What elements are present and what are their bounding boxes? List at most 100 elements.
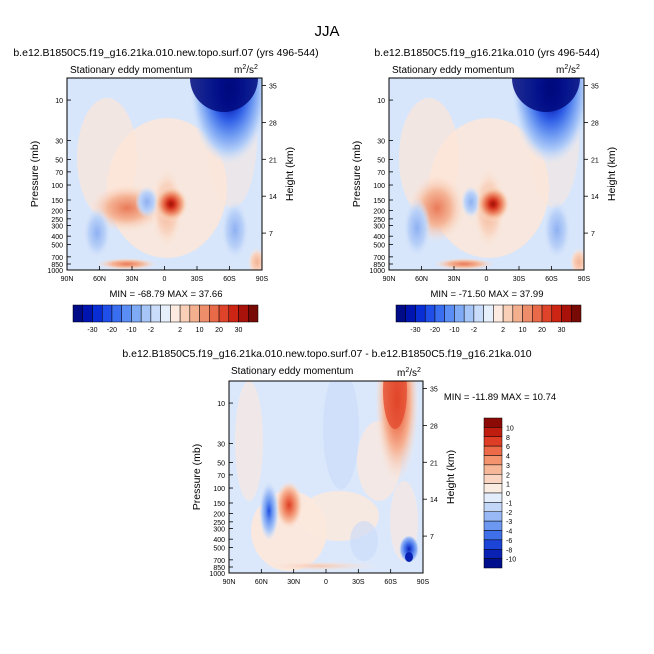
colorbar-label: 3: [506, 463, 510, 470]
y-tick-label: 50: [55, 157, 63, 164]
colorbar-swatch: [541, 304, 553, 323]
colorbar-swatch: [454, 304, 465, 323]
colorbar-label: 10: [506, 425, 514, 432]
colorbar-label: -20: [430, 327, 440, 334]
x-tick-label: 60N: [93, 276, 106, 283]
panel-1-units: m2/s2: [234, 64, 258, 76]
colorbar-swatch: [140, 304, 152, 323]
colorbar-swatch: [561, 304, 572, 323]
colorbar-label: -4: [506, 529, 512, 536]
colorbar-swatch: [483, 492, 503, 503]
colorbar-swatch: [92, 304, 103, 323]
y-right-tick-label: 28: [591, 120, 599, 127]
colorbar-swatch: [209, 304, 220, 323]
colorbar-swatch: [199, 304, 210, 323]
colorbar-swatch: [131, 304, 142, 323]
panel-1-title: b.e12.B1850C5.f19_g16.21ka.010.new.topo.…: [13, 47, 318, 59]
x-tick-label: 30S: [513, 276, 526, 283]
colorbar-swatch: [72, 304, 83, 323]
colorbar-label: 30: [558, 327, 566, 334]
y-right-tick-label: 7: [269, 231, 273, 238]
x-tick-label: 90N: [223, 579, 236, 586]
colorbar-label: 4: [506, 454, 510, 461]
y-right-tick-label: 35: [591, 83, 599, 90]
colorbar-swatch: [483, 530, 503, 541]
colorbar-swatch: [571, 304, 582, 323]
colorbar-swatch: [434, 304, 445, 323]
colorbar-swatch: [483, 474, 503, 484]
y-tick-label: 850: [213, 565, 225, 572]
colorbar-label: 2: [506, 472, 510, 479]
y-tick-label: 850: [51, 262, 63, 269]
y-tick-label: 500: [213, 545, 225, 552]
colorbar-label: 6: [506, 444, 510, 451]
y-tick-label: 700: [51, 255, 63, 262]
colorbar-label: -2: [506, 510, 512, 517]
x-tick-label: 90N: [61, 276, 74, 283]
colorbar-swatch: [502, 304, 514, 323]
colorbar-label: -2: [148, 327, 154, 334]
colorbar-swatch: [483, 558, 503, 569]
panel-3-field: [229, 381, 423, 573]
y-tick-label: 10: [55, 98, 63, 105]
y-tick-label: 300: [373, 224, 385, 231]
colorbar-label: -3: [506, 519, 512, 526]
y-tick-label: 30: [217, 442, 225, 449]
colorbar-swatch: [248, 304, 259, 323]
x-tick-label: 0: [163, 276, 167, 283]
y-tick-label: 100: [373, 183, 385, 190]
colorbar-swatch: [189, 304, 200, 323]
y-tick-label: 1000: [369, 268, 385, 275]
colorbar-swatch: [405, 304, 416, 323]
y-tick-label: 200: [213, 512, 225, 519]
colorbar-label: 20: [538, 327, 546, 334]
y-tick-label: 200: [373, 209, 385, 216]
colorbar-swatch: [551, 304, 562, 323]
y-right-tick-label: 35: [430, 386, 438, 393]
colorbar-swatch: [238, 304, 249, 323]
y-tick-label: 700: [213, 558, 225, 565]
x-tick-label: 60S: [384, 579, 397, 586]
y-right-tick-label: 7: [591, 231, 595, 238]
x-tick-label: 90S: [417, 579, 430, 586]
colorbar-swatch: [483, 539, 503, 550]
y-tick-label: 10: [377, 98, 385, 105]
x-tick-label: 30N: [126, 276, 139, 283]
panel-1-min-max: MIN = -68.79 MAX = 37.66: [109, 289, 222, 300]
panel-2: b.e12.B1850C5.f19_g16.21ka.010 (yrs 496-…: [351, 47, 618, 300]
y-right-tick-label: 7: [430, 534, 434, 541]
y-tick-label: 100: [213, 486, 225, 493]
colorbar-swatch: [179, 304, 191, 323]
y-tick-label: 150: [51, 198, 63, 205]
colorbar-swatch: [150, 304, 161, 323]
colorbar-label: -6: [506, 538, 512, 545]
colorbar-label: -20: [107, 327, 117, 334]
panel-3: b.e12.B1850C5.f19_g16.21ka.010.new.topo.…: [122, 348, 556, 586]
colorbar-swatch: [473, 304, 484, 323]
panel-3-axes: 1030507010015020025030040050070085010009…: [209, 380, 438, 586]
colorbar-panel-1: -30 -20 -10 -2 2 10 20 30: [72, 304, 259, 334]
colorbar-swatch: [483, 464, 503, 475]
colorbar-label: -8: [506, 547, 512, 554]
panel-1: b.e12.B1850C5.f19_g16.21ka.010.new.topo.…: [13, 47, 318, 300]
y-tick-label: 1000: [47, 268, 63, 275]
colorbar-panel-2: -30 -20 -10 -2 2 10 20 30: [395, 304, 582, 334]
y-tick-label: 50: [377, 157, 385, 164]
panel-3-units: m2/s2: [397, 367, 421, 379]
colorbar-label: -30: [410, 327, 420, 334]
y-tick-label: 400: [51, 234, 63, 241]
y-tick-label: 200: [51, 209, 63, 216]
colorbar-label: 30: [235, 327, 243, 334]
colorbar-swatch: [395, 304, 406, 323]
colorbar-swatch: [522, 304, 533, 323]
y-tick-label: 50: [217, 460, 225, 467]
colorbar-label: 8: [506, 435, 510, 442]
colorbar-swatch: [424, 304, 436, 323]
colorbar-swatch: [101, 304, 113, 323]
colorbar-swatch: [82, 304, 93, 323]
colorbar-swatch: [483, 549, 503, 559]
y-tick-label: 300: [51, 224, 63, 231]
colorbar-swatch: [493, 304, 504, 323]
